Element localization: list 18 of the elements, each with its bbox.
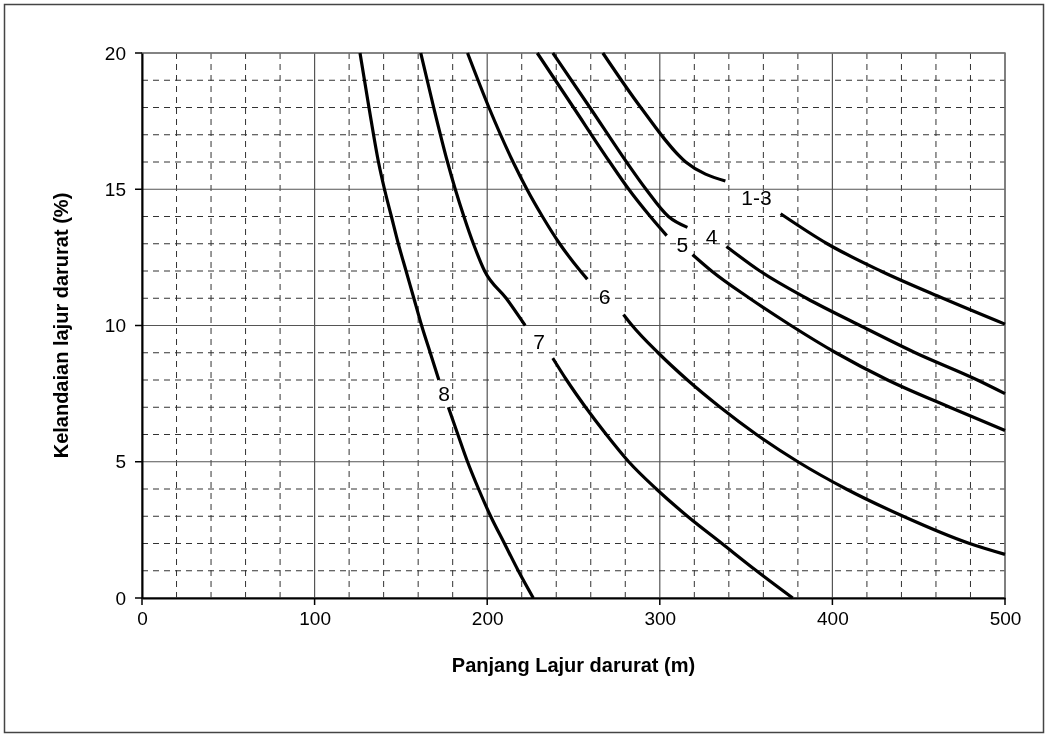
series-label: 1-3 <box>741 185 772 209</box>
series-label: 4 <box>705 225 718 249</box>
y-axis-title: Kelandaian lajur darurat (%) <box>50 192 72 459</box>
x-axis-title: Panjang Lajur darurat (m) <box>451 654 696 676</box>
series-label: 7 <box>533 330 545 354</box>
series-label: 5 <box>676 233 689 257</box>
x-tick-label: 200 <box>471 608 504 630</box>
x-tick-label: 500 <box>989 608 1022 630</box>
x-tick-label: 0 <box>137 608 148 630</box>
y-tick-label: 15 <box>104 178 126 200</box>
x-tick-label: 300 <box>644 608 677 630</box>
y-tick-label: 5 <box>115 451 126 473</box>
y-tick-label: 20 <box>104 42 126 64</box>
x-tick-label: 400 <box>817 608 849 630</box>
y-tick-label: 10 <box>104 315 126 337</box>
y-tick-label: 0 <box>115 587 126 609</box>
x-tick-label: 100 <box>299 608 331 630</box>
series-label: 8 <box>438 381 450 405</box>
